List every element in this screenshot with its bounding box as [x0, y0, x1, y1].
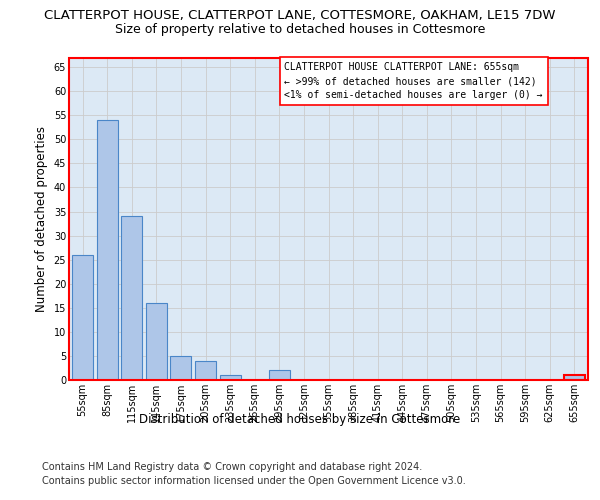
Text: CLATTERPOT HOUSE, CLATTERPOT LANE, COTTESMORE, OAKHAM, LE15 7DW: CLATTERPOT HOUSE, CLATTERPOT LANE, COTTE… — [44, 9, 556, 22]
Bar — [195, 360, 216, 380]
Bar — [269, 370, 290, 380]
Bar — [170, 356, 191, 380]
Bar — [97, 120, 118, 380]
Bar — [72, 255, 93, 380]
Bar — [220, 375, 241, 380]
Text: CLATTERPOT HOUSE CLATTERPOT LANE: 655sqm
← >99% of detached houses are smaller (: CLATTERPOT HOUSE CLATTERPOT LANE: 655sqm… — [284, 62, 543, 100]
Text: Size of property relative to detached houses in Cottesmore: Size of property relative to detached ho… — [115, 22, 485, 36]
Y-axis label: Number of detached properties: Number of detached properties — [35, 126, 48, 312]
Bar — [121, 216, 142, 380]
Text: Contains public sector information licensed under the Open Government Licence v3: Contains public sector information licen… — [42, 476, 466, 486]
Text: Contains HM Land Registry data © Crown copyright and database right 2024.: Contains HM Land Registry data © Crown c… — [42, 462, 422, 472]
Bar — [564, 375, 585, 380]
Text: Distribution of detached houses by size in Cottesmore: Distribution of detached houses by size … — [139, 412, 461, 426]
Bar — [146, 303, 167, 380]
